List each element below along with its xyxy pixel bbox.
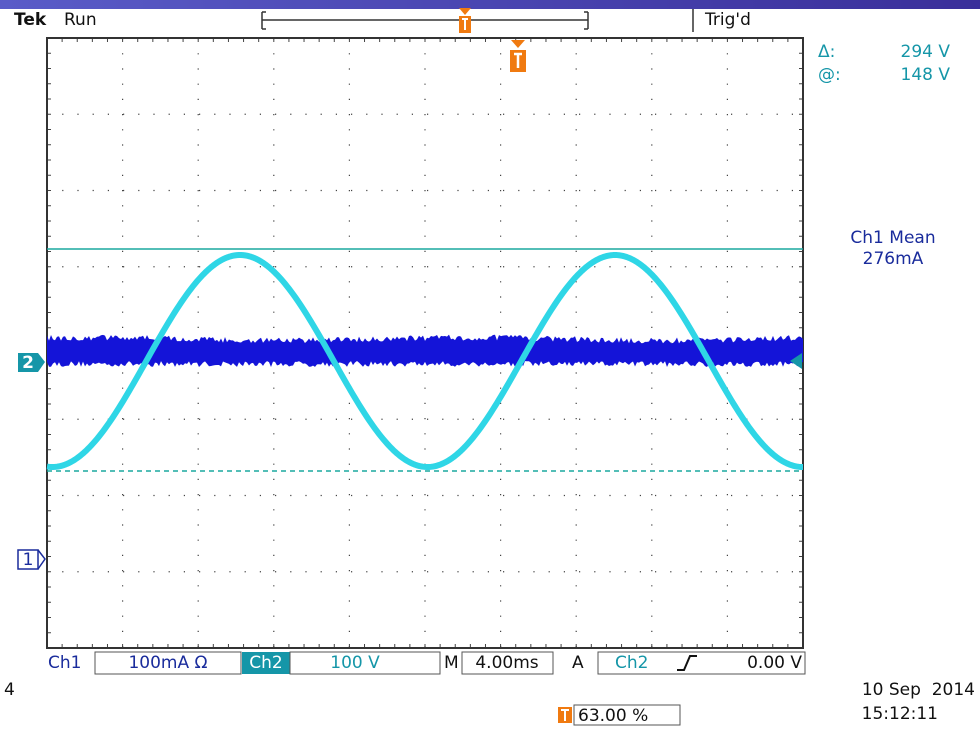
timebase: 4.00ms [475, 653, 538, 673]
ch2-label: Ch2 [249, 653, 282, 673]
top-band [0, 0, 980, 9]
run-status: Run [64, 10, 97, 30]
trigger-position-box [573, 704, 681, 726]
at-label: @: [818, 65, 841, 85]
delta-label: Δ: [818, 42, 835, 62]
ch1-marker-box [17, 549, 39, 570]
timebase-label: M [444, 653, 459, 673]
time: 15:12:11 [862, 704, 938, 724]
ch1-marker: 1 [23, 550, 34, 570]
waveforms [46, 252, 804, 470]
trigger-status: Trig'd [704, 10, 751, 30]
brand: Tek [14, 10, 47, 30]
measurement-label: Ch1 Mean [850, 228, 935, 248]
ch2-marker: 2 [22, 353, 34, 373]
trigger-box [597, 651, 806, 675]
record-trigger-icon [459, 8, 471, 33]
ch2-trace [47, 334, 803, 367]
ch2-label-box [242, 652, 290, 674]
ch2-scale: 100 V [330, 653, 380, 673]
timebase-box [461, 651, 554, 675]
measurement-value: 276mA [863, 249, 924, 269]
ch2-scale-box [289, 651, 441, 675]
record-bracket-ends [262, 11, 588, 30]
ch1-label: Ch1 [48, 653, 81, 673]
ch1-scale: 100mA Ω [128, 653, 207, 673]
ch1-trace [46, 252, 804, 470]
page-number: 4 [4, 680, 15, 700]
ch2-marker-box [18, 353, 38, 372]
trigger-position: 63.00 % [578, 706, 648, 726]
record-bracket [261, 12, 589, 29]
at-value: 148 V [901, 65, 951, 85]
ch2-marker-arrow [38, 353, 45, 372]
trigger-label: A [572, 653, 584, 673]
trigger-level-arrow [790, 353, 802, 369]
delta-value: 294 V [901, 42, 951, 62]
ch1-scale-box [94, 651, 242, 675]
date: 10 Sep 2014 [862, 680, 975, 700]
trigger-position-icon [510, 40, 526, 72]
trigger-level: 0.00 V [747, 653, 802, 673]
trigger-slope [677, 655, 697, 671]
trigger-source: Ch2 [615, 653, 648, 673]
ch1-marker-arrow [37, 549, 46, 570]
footer-trigger-icon [558, 707, 572, 723]
